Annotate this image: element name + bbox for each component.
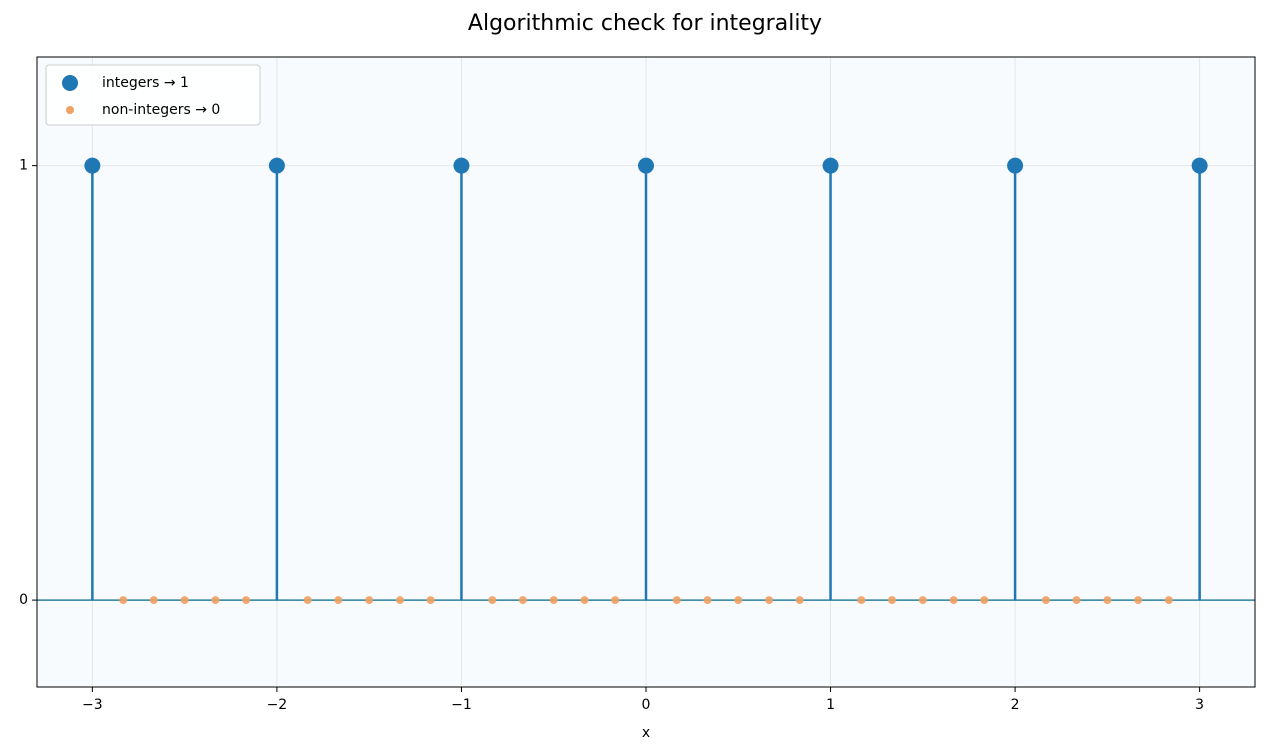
marker — [211, 596, 220, 605]
marker — [765, 596, 774, 605]
chart-title: Algorithmic check for integrality — [468, 11, 822, 36]
marker — [1103, 596, 1112, 605]
marker — [180, 596, 189, 605]
marker — [242, 596, 251, 605]
marker — [734, 596, 743, 605]
marker — [453, 157, 470, 174]
marker — [795, 596, 804, 605]
marker — [1134, 596, 1143, 605]
marker — [334, 596, 343, 605]
x-tick-label: 0 — [642, 697, 651, 713]
marker — [857, 596, 866, 605]
x-tick-label: 2 — [1011, 697, 1020, 713]
marker — [887, 596, 896, 605]
y-tick-label: 1 — [19, 158, 28, 174]
marker — [488, 596, 497, 605]
x-tick-label: −3 — [82, 697, 103, 713]
marker — [1164, 596, 1173, 605]
legend-label: non-integers → 0 — [102, 102, 220, 118]
legend-marker — [62, 75, 78, 91]
y-tick-label: 0 — [19, 592, 28, 608]
marker — [518, 596, 527, 605]
x-tick-label: 3 — [1195, 697, 1204, 713]
x-tick-label: 1 — [826, 697, 835, 713]
marker — [303, 596, 312, 605]
x-tick-label: −1 — [451, 697, 472, 713]
marker — [949, 596, 958, 605]
legend-marker — [66, 106, 74, 114]
marker — [119, 596, 128, 605]
marker — [268, 157, 285, 174]
marker — [1072, 596, 1081, 605]
plot-frame — [36, 56, 1256, 688]
x-tick-label: −2 — [267, 697, 288, 713]
marker — [703, 596, 712, 605]
marker — [672, 596, 681, 605]
marker — [84, 157, 101, 174]
legend: integers → 1 non-integers → 0 — [45, 64, 261, 126]
marker — [549, 596, 558, 605]
marker — [822, 157, 839, 174]
marker — [580, 596, 589, 605]
marker — [611, 596, 620, 605]
marker — [918, 596, 927, 605]
marker — [149, 596, 158, 605]
marker — [1041, 596, 1050, 605]
marker — [426, 596, 435, 605]
x-axis-label: x — [642, 725, 650, 741]
legend-label: integers → 1 — [102, 75, 189, 91]
marker — [365, 596, 374, 605]
marker — [1191, 157, 1208, 174]
marker — [638, 157, 654, 174]
marker — [396, 596, 405, 605]
marker — [980, 596, 989, 605]
marker — [1007, 157, 1024, 174]
legend-box — [45, 64, 261, 126]
